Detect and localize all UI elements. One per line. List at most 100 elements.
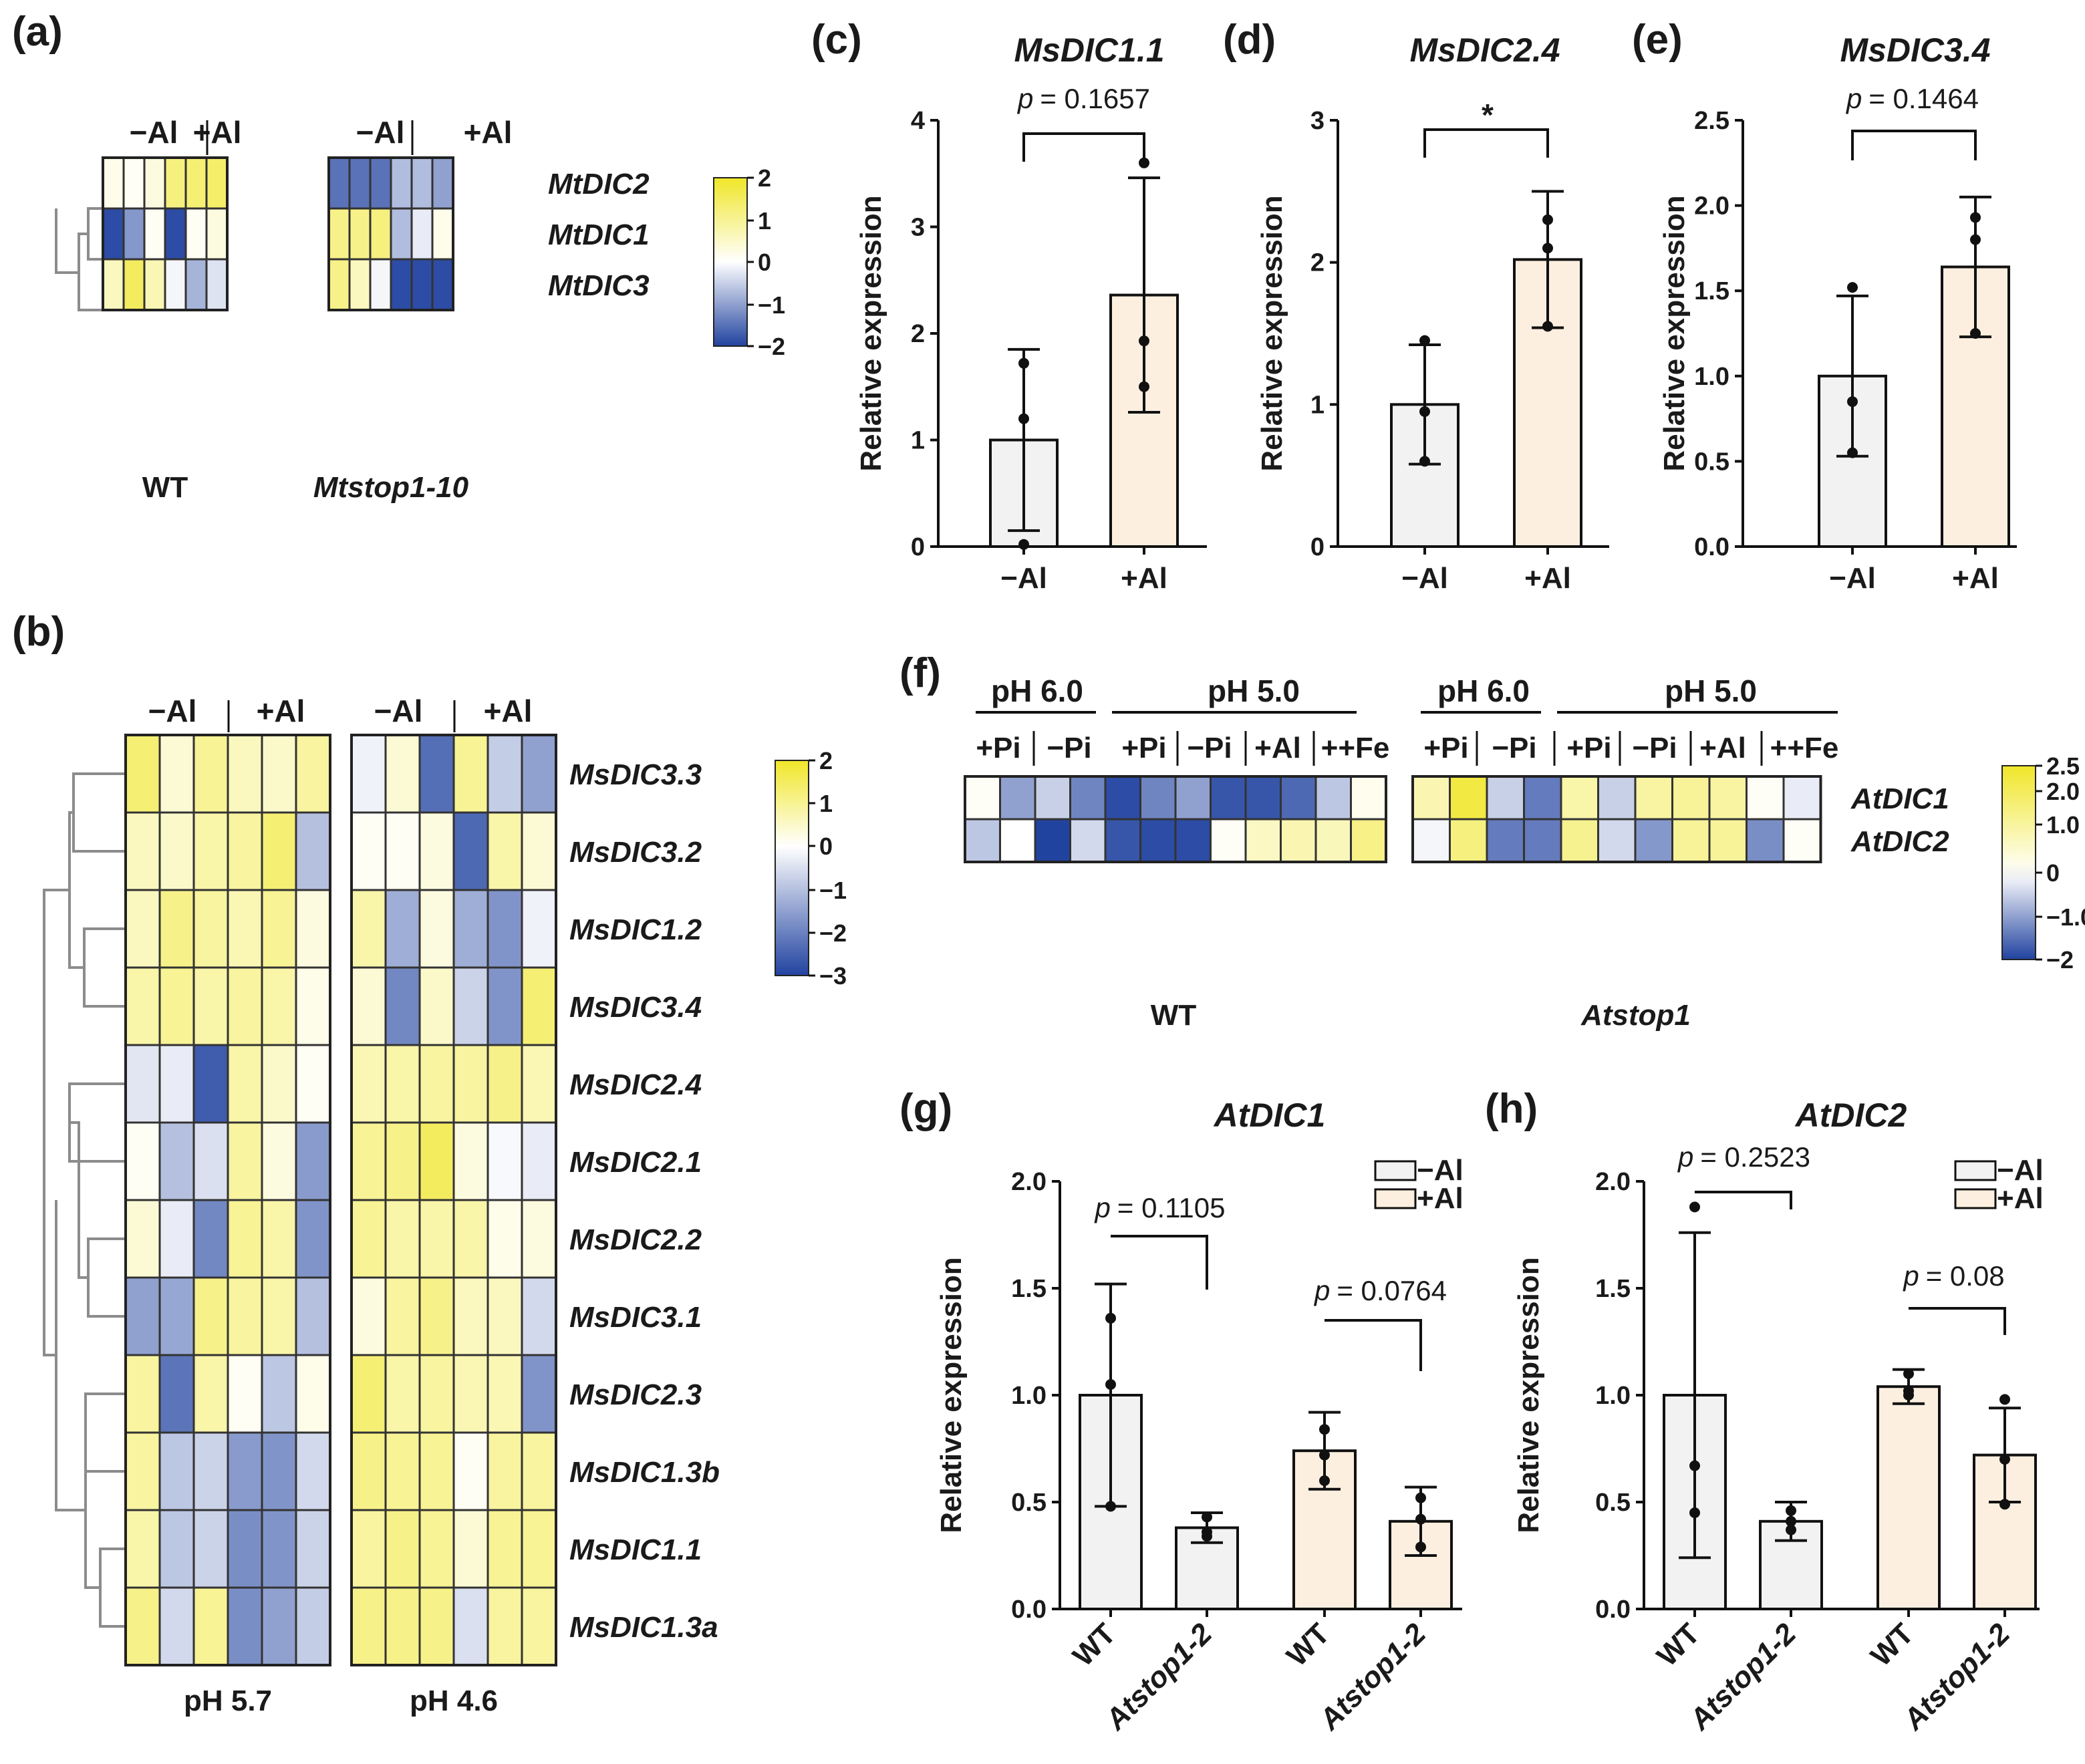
heatmap-cell [261, 1121, 297, 1201]
heatmap-cell [1314, 775, 1352, 821]
heatmap-cell-border [102, 156, 229, 311]
data-point [1999, 1454, 2010, 1465]
heatmap-cell [124, 1586, 161, 1666]
heatmap-cell [350, 1586, 387, 1666]
colorbar-tick-label: −1 [758, 291, 785, 319]
gene-label: MsDIC1.3b [569, 1456, 720, 1489]
y-axis-label: Relative expression [1256, 195, 1288, 471]
panel-label-h: (h) [1485, 1086, 1538, 1132]
heatmap-cell [327, 156, 351, 210]
x-tick-label: WT [1280, 1617, 1336, 1672]
heatmap-cell [192, 1509, 229, 1589]
heatmap-cell [418, 1431, 455, 1511]
heatmap-cell [390, 258, 413, 311]
y-tick-label: 1.5 [1011, 1275, 1047, 1303]
heatmap-cell [122, 207, 146, 261]
heatmap-cell [486, 1354, 523, 1434]
heatmap-cell [1314, 818, 1352, 863]
heatmap-cell [295, 1431, 331, 1511]
condition-label: ++Fe [1321, 732, 1390, 764]
heatmap-cell [384, 966, 421, 1046]
block-label: Atstop1 [1580, 999, 1691, 1032]
condition-label: +Al [1699, 732, 1746, 764]
p-value-label: p = 0.1105 [1094, 1192, 1226, 1223]
block-label: pH 4.6 [410, 1684, 498, 1717]
column-group-label: +Al [257, 694, 305, 728]
heatmap-cell [350, 1509, 387, 1589]
y-tick-label: 0.0 [1011, 1596, 1047, 1624]
heatmap-cell [1708, 775, 1748, 821]
p-value-label: p = 0.0764 [1313, 1275, 1447, 1306]
heatmap-cell [1449, 775, 1488, 821]
column-group-label: +Al [464, 115, 513, 150]
heatmap-cell [158, 1354, 195, 1434]
y-tick-label: 2.0 [1694, 192, 1729, 220]
gene-label: MsDIC2.4 [569, 1068, 702, 1101]
heatmap-cell [261, 1586, 297, 1666]
heatmap-cell [124, 734, 161, 814]
data-point [1970, 234, 1981, 245]
significance-bracket [1851, 130, 1977, 160]
heatmap-cell [295, 966, 331, 1046]
gene-label: MsDIC3.1 [569, 1301, 702, 1334]
heatmap-cell [102, 207, 125, 261]
data-point [1542, 214, 1553, 225]
heatmap-cell [418, 734, 455, 814]
heatmap-cell [486, 966, 523, 1046]
heatmap-cell [1210, 818, 1247, 863]
heatmap-cell [295, 811, 331, 891]
y-tick-label: 2.0 [1011, 1168, 1047, 1196]
heatmap-cell [384, 1354, 421, 1434]
heatmap-cell [124, 811, 161, 891]
heatmap-cell [227, 1354, 263, 1434]
heatmap-cell [410, 156, 434, 210]
heatmap-cell [184, 207, 208, 261]
colorbar-tick-label: 0 [819, 833, 833, 860]
heatmap-cell [227, 966, 263, 1046]
x-tick-label: +Al [1952, 562, 1999, 595]
data-point [1319, 1475, 1330, 1486]
heatmap-cell [452, 811, 489, 891]
heatmap-cell [124, 1044, 161, 1124]
colorbar-tick-label: −3 [819, 962, 847, 990]
heatmap-cell [1069, 775, 1107, 821]
data-point [1847, 447, 1858, 458]
heatmap-cell [964, 818, 1001, 863]
heatmap-cell-border [124, 734, 331, 1666]
heatmap-cell [1449, 818, 1488, 863]
gene-label: MsDIC1.2 [569, 913, 702, 946]
heatmap-cell [418, 1121, 455, 1201]
heatmap-cell [486, 889, 523, 969]
condition-label: −Pi [1492, 732, 1536, 764]
x-tick-label: Atstop1-2 [1683, 1617, 1802, 1737]
condition-label: +Pi [1121, 732, 1166, 764]
heatmap-cell [227, 1044, 263, 1124]
panel-label-c: (c) [811, 17, 862, 63]
heatmap-cell [295, 1044, 331, 1124]
heatmap-cell [227, 1586, 263, 1666]
heatmap-cell [1350, 775, 1387, 821]
panel-label-d: (d) [1223, 17, 1276, 63]
p-symbol: p [1016, 83, 1033, 114]
heatmap-cell [261, 734, 297, 814]
x-tick-label: Atstop1-2 [1312, 1617, 1432, 1737]
heatmap-cell [295, 1199, 331, 1279]
heatmap-cell [158, 811, 195, 891]
y-tick-label: 1 [911, 427, 925, 455]
gene-label: MsDIC1.1 [569, 1533, 702, 1566]
heatmap-cell [124, 1199, 161, 1279]
heatmap-cell [261, 1199, 297, 1279]
heatmap-cell [452, 966, 489, 1046]
heatmap-cell [1244, 775, 1282, 821]
heatmap-cell [486, 1586, 523, 1666]
gene-label: MtDIC3 [548, 269, 650, 302]
heatmap-cell [295, 734, 331, 814]
dendrogram [43, 772, 124, 1628]
heatmap-cell [192, 966, 229, 1046]
heatmap-cell [350, 1121, 387, 1201]
y-tick-label: 0.0 [1694, 533, 1729, 561]
data-point [1786, 1515, 1796, 1527]
data-point [1970, 328, 1981, 339]
heatmap-cell [192, 889, 229, 969]
heatmap-cell [1034, 818, 1071, 863]
